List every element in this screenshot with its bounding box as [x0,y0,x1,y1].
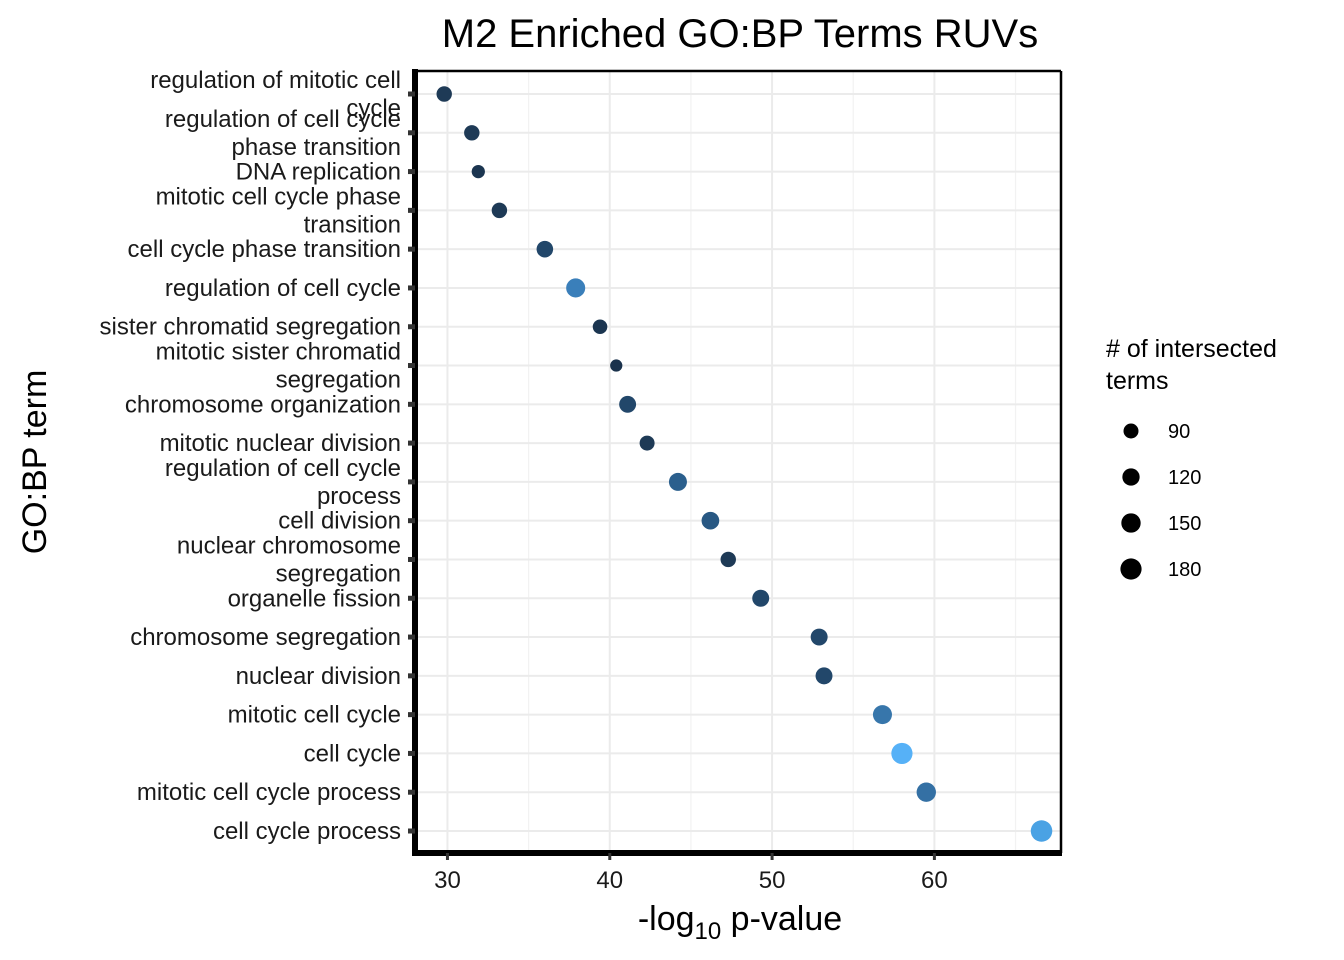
x-axis-ticks [445,853,936,860]
legend-label: 90 [1168,421,1190,443]
y-axis-tick-labels: regulation of mitotic cellcycleregulatio… [100,67,401,845]
data-points [436,86,1053,842]
y-tick-label: organelle fission [228,585,401,612]
x-axis-label-main: -log [638,900,695,938]
x-tick-label: 30 [434,867,461,894]
y-tick-label: DNA replication [236,159,401,186]
data-point [491,202,508,219]
x-axis-tick-labels: 30 40 50 60 [434,867,948,894]
y-tick-label: cycle [346,95,401,122]
data-point [566,278,586,298]
legend-key-circle [1123,423,1139,439]
legend-title: # of intersected [1106,335,1277,363]
data-point [752,589,770,607]
plot-background [415,71,1061,853]
x-tick-label: 60 [921,867,948,894]
x-axis-label-tail: p-value [721,900,842,938]
data-point [536,240,554,258]
y-tick-label: mitotic nuclear division [160,430,401,457]
y-tick-label: transition [304,211,401,238]
data-point [668,472,687,491]
y-axis-label: GO:BP term [16,370,54,555]
data-point [701,511,720,530]
x-axis-label-subscript: 10 [695,918,722,945]
data-point [464,125,480,141]
data-point [815,667,833,685]
y-tick-label: mitotic cell cycle [228,702,401,729]
x-tick-label: 40 [596,867,623,894]
data-point [610,359,623,372]
data-point [639,435,655,451]
y-tick-label: cell division [278,508,401,535]
legend-label: 150 [1168,513,1201,535]
y-tick-label: nuclear division [236,663,401,690]
data-point [592,319,608,335]
data-point [810,628,828,646]
y-tick-label: cell cycle phase transition [128,236,401,263]
legend-key-circle [1120,558,1142,580]
y-tick-label: chromosome organization [125,391,401,418]
y-axis-ticks [408,91,415,834]
data-point [619,395,637,413]
data-point [872,705,892,725]
y-tick-label: mitotic cell cycle phase [156,183,401,210]
y-tick-label: regulation of mitotic cell [150,67,401,94]
x-axis-label: -log10 p-value [638,900,842,945]
y-tick-label: nuclear chromosome [177,532,401,559]
y-tick-label: mitotic sister chromatid [156,339,401,366]
legend-key-circle [1121,513,1141,533]
legend-title: terms [1106,367,1169,395]
y-tick-label: cell cycle [304,740,401,767]
y-tick-label: regulation of cell cycle [165,455,401,482]
y-tick-label: segregation [276,560,401,587]
y-tick-label: regulation of cell cycle [165,275,401,302]
y-tick-label: phase transition [232,134,401,161]
data-point [436,86,452,102]
data-point [916,782,936,802]
y-tick-label: segregation [276,367,401,394]
data-point [1030,820,1053,842]
y-tick-label: process [317,483,401,510]
y-tick-label: cell cycle process [213,818,401,845]
gridlines [415,71,1061,853]
y-tick-label: sister chromatid segregation [100,314,401,341]
plot-frame [412,69,1063,856]
y-tick-label: mitotic cell cycle process [137,779,401,806]
data-point [720,551,736,568]
data-point [471,164,485,179]
legend-label: 180 [1168,559,1201,581]
chart-title: M2 Enriched GO:BP Terms RUVs [442,12,1038,56]
y-tick-label: regulation of cell cycle [165,106,401,133]
legend-label: 120 [1168,467,1201,489]
size-legend: # of intersected terms 90 120 150 180 [1106,335,1277,581]
y-tick-label: chromosome segregation [130,624,401,651]
x-tick-label: 50 [759,867,786,894]
legend-key-circle [1122,468,1140,486]
data-point [891,742,913,765]
